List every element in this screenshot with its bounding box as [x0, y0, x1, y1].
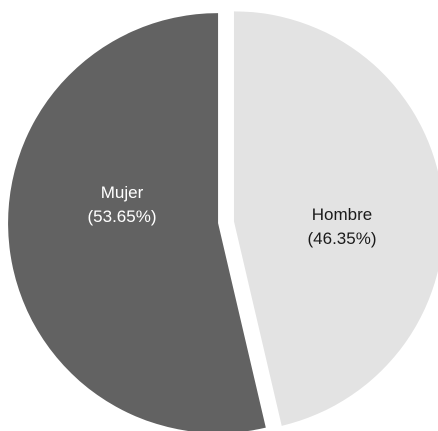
pie-slice-mujer	[8, 13, 266, 431]
slice-label-hombre: Hombre	[312, 205, 372, 224]
slice-label-mujer: Mujer	[101, 183, 144, 202]
slice-percent-hombre: (46.35%)	[308, 229, 377, 248]
pie-slice-hombre	[233, 11, 438, 426]
slice-percent-mujer: (53.65%)	[88, 207, 157, 226]
